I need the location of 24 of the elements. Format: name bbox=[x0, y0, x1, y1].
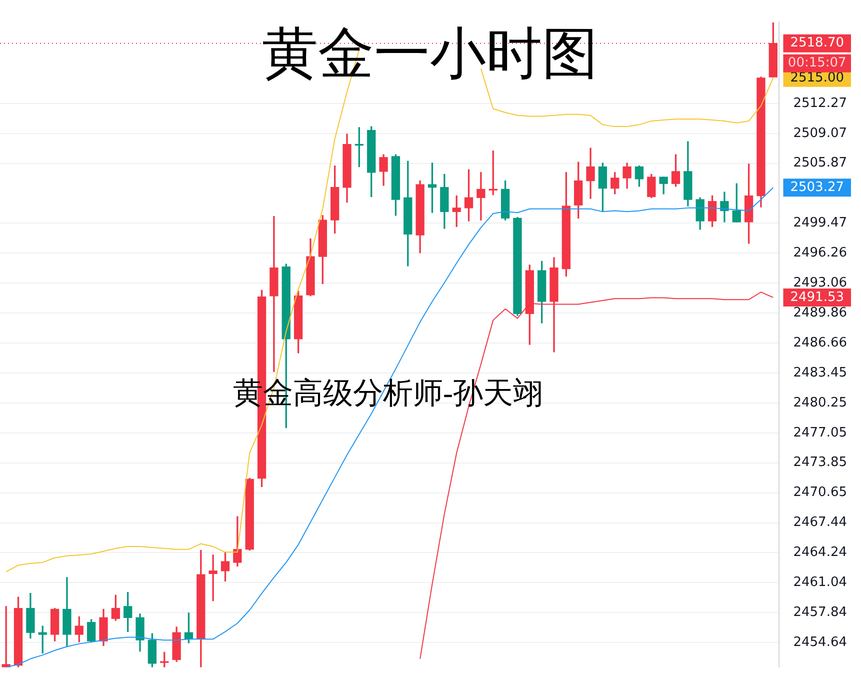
y-tick-label: 2461.04 bbox=[793, 575, 848, 590]
data-label: 2515.00 bbox=[790, 70, 844, 86]
y-tick-label: 2477.05 bbox=[793, 425, 848, 440]
y-tick-label: 2505.87 bbox=[793, 156, 848, 171]
y-tick-label: 2470.65 bbox=[793, 485, 848, 500]
y-tick-label: 2499.47 bbox=[793, 216, 848, 231]
y-tick-label: 2483.45 bbox=[793, 365, 848, 380]
y-tick-label: 2457.84 bbox=[793, 604, 848, 620]
y-tick-label: 2480.25 bbox=[793, 395, 848, 410]
y-tick-label: 2454.64 bbox=[793, 634, 848, 650]
y-tick-label: 2486.66 bbox=[793, 335, 848, 350]
y-tick-label: 2467.44 bbox=[793, 515, 848, 530]
y-tick-label: 2509.07 bbox=[793, 126, 848, 141]
y-tick-label: 2512.27 bbox=[793, 96, 848, 111]
ref-line-label: 2518.70 bbox=[790, 36, 844, 51]
data-label: 2491.53 bbox=[790, 290, 844, 305]
text: 00:15:07 bbox=[788, 56, 846, 71]
y-tick-label: 2493.06 bbox=[793, 276, 848, 291]
y-tick-label: 2464.24 bbox=[793, 545, 848, 560]
y-tick-label: 2496.26 bbox=[793, 246, 848, 261]
chart-title: 黄金一小时图 bbox=[262, 24, 598, 86]
y-tick-label: 2473.85 bbox=[793, 455, 848, 470]
y-tick-label: 2489.86 bbox=[793, 305, 848, 320]
data-label: 2503.27 bbox=[790, 180, 844, 196]
